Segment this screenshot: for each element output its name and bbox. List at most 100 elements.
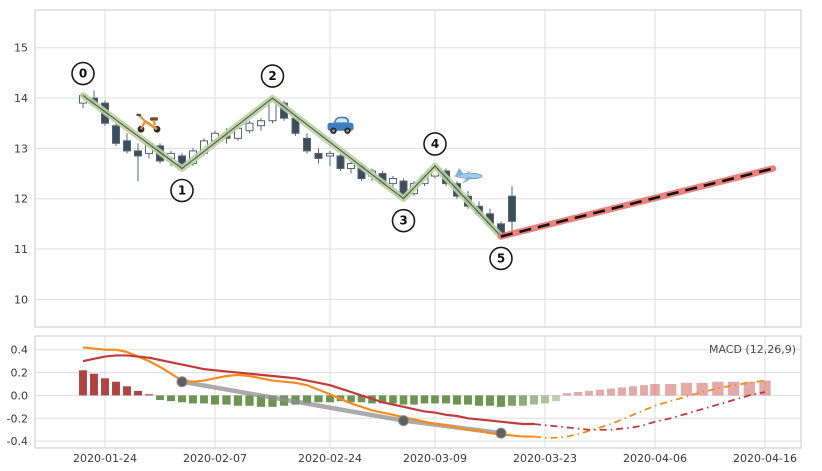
macd-histogram-bar: [145, 394, 153, 396]
wave-marker-1: 1: [170, 178, 194, 203]
macd-histogram-bar: [552, 395, 560, 402]
macd-histogram-bar: [134, 390, 142, 396]
macd-y-tick-label: -0.4: [7, 435, 28, 448]
candle: [245, 120, 254, 134]
macd-histogram-bar: [629, 386, 637, 396]
macd-histogram-bar: [156, 395, 164, 400]
price-y-tick-label: 11: [14, 243, 28, 256]
candle: [134, 143, 142, 182]
candle: [303, 133, 311, 154]
macd-histogram-bar: [680, 382, 693, 396]
macd-y-tick-label: -0.2: [7, 412, 28, 425]
macd-histogram-bar: [497, 395, 505, 407]
car-emoji: [327, 116, 354, 134]
macd-histogram-bar: [210, 395, 220, 405]
macd-histogram-bar: [233, 395, 243, 406]
macd-histogram-bar: [314, 395, 323, 403]
macd-histogram-bar: [189, 395, 197, 404]
macd-histogram-bar: [167, 395, 175, 402]
signal-line-projection: [533, 391, 766, 431]
wave-label-4: 4: [431, 137, 439, 151]
macd-histogram-bar: [431, 395, 439, 404]
forecast-dashed-line: [500, 167, 774, 238]
wave-label-2: 2: [268, 69, 276, 83]
macd-histogram-bar: [665, 384, 677, 396]
macd-indicator-label: MACD (12,26,9): [708, 343, 796, 356]
price-y-tick-label: 10: [14, 293, 28, 306]
macd-histogram-bar: [442, 395, 450, 404]
x-tick-label: 2020-04-16: [733, 452, 797, 465]
macd-histogram-bar: [475, 395, 483, 406]
macd-divergence-marker: [495, 427, 507, 439]
price-y-tick-label: 12: [14, 193, 28, 206]
x-tick-label: 2020-02-07: [183, 452, 247, 465]
macd-histogram-bar: [607, 388, 615, 396]
price-y-tick-label: 13: [14, 142, 28, 155]
macd-histogram-bar: [650, 384, 660, 396]
macd-histogram-bar: [640, 385, 648, 396]
macd-histogram-bar: [410, 395, 418, 405]
macd-histogram-bar: [245, 395, 254, 406]
wave-marker-5: 5: [489, 246, 513, 271]
macd-histogram-bar: [389, 395, 397, 404]
macd-y-tick-label: 0.2: [11, 367, 29, 380]
macd-histogram-bar: [79, 370, 87, 396]
macd-histogram-bar: [530, 395, 538, 405]
macd-histogram-bar: [519, 395, 527, 406]
macd-histogram-bar: [618, 387, 626, 396]
candle: [314, 148, 323, 164]
macd-histogram-bar: [178, 395, 186, 403]
macd-histogram-bar: [541, 395, 549, 404]
wave-label-0: 0: [79, 67, 87, 81]
candle: [336, 153, 345, 172]
price-y-tick-label: 14: [14, 92, 28, 105]
x-tick-label: 2020-03-23: [513, 452, 577, 465]
scooter-emoji: [136, 113, 161, 133]
macd-histogram-bar: [357, 395, 366, 403]
macd-histogram-bar: [574, 392, 582, 396]
price-panel: [34, 9, 802, 328]
signal-line: [82, 354, 534, 426]
wave-marker-4: 4: [423, 132, 447, 156]
wave-marker-3: 3: [391, 208, 416, 233]
price-y-tick-label: 15: [14, 42, 28, 55]
macd-histogram-bar: [727, 381, 740, 396]
macd-histogram-bar: [486, 395, 494, 406]
x-tick-label: 2020-01-24: [73, 452, 137, 465]
macd-histogram-bar: [759, 380, 771, 396]
wave-marker-0: 0: [71, 61, 95, 86]
wave-marker-2: 2: [260, 64, 285, 88]
macd-histogram: [79, 370, 771, 407]
macd-histogram-bar: [696, 382, 708, 396]
macd-line-projection: [533, 379, 766, 439]
wave-label-3: 3: [399, 214, 407, 228]
macd-histogram-bar: [112, 381, 120, 396]
macd-histogram-bar: [347, 395, 355, 403]
candle: [257, 118, 265, 131]
candle: [347, 160, 355, 174]
macd-histogram-bar: [90, 373, 98, 396]
macd-histogram-bar: [123, 386, 131, 396]
macd-y-tick-label: 0.4: [11, 344, 29, 357]
macd-histogram-bar: [378, 395, 387, 404]
macd-histogram-bar: [268, 395, 277, 407]
candle: [508, 186, 516, 234]
macd-divergence-marker: [398, 415, 409, 427]
x-tick-label: 2020-03-09: [403, 452, 467, 465]
macd-histogram-bar: [420, 395, 429, 404]
macd-divergence-marker: [176, 376, 188, 388]
x-tick-label: 2020-02-24: [298, 452, 362, 465]
macd-histogram-bar: [302, 395, 312, 404]
macd-histogram-bar: [743, 381, 755, 396]
wave-label-5: 5: [497, 251, 505, 265]
macd-histogram-bar: [222, 395, 231, 405]
macd-line: [82, 346, 534, 438]
macd-histogram-bar: [585, 390, 593, 396]
elliott-wave-line: [82, 95, 502, 237]
x-tick-label: 2020-04-06: [623, 452, 687, 465]
macd-histogram-bar: [596, 389, 604, 396]
macd-histogram-bar: [101, 378, 109, 396]
macd-histogram-bar: [464, 395, 472, 405]
